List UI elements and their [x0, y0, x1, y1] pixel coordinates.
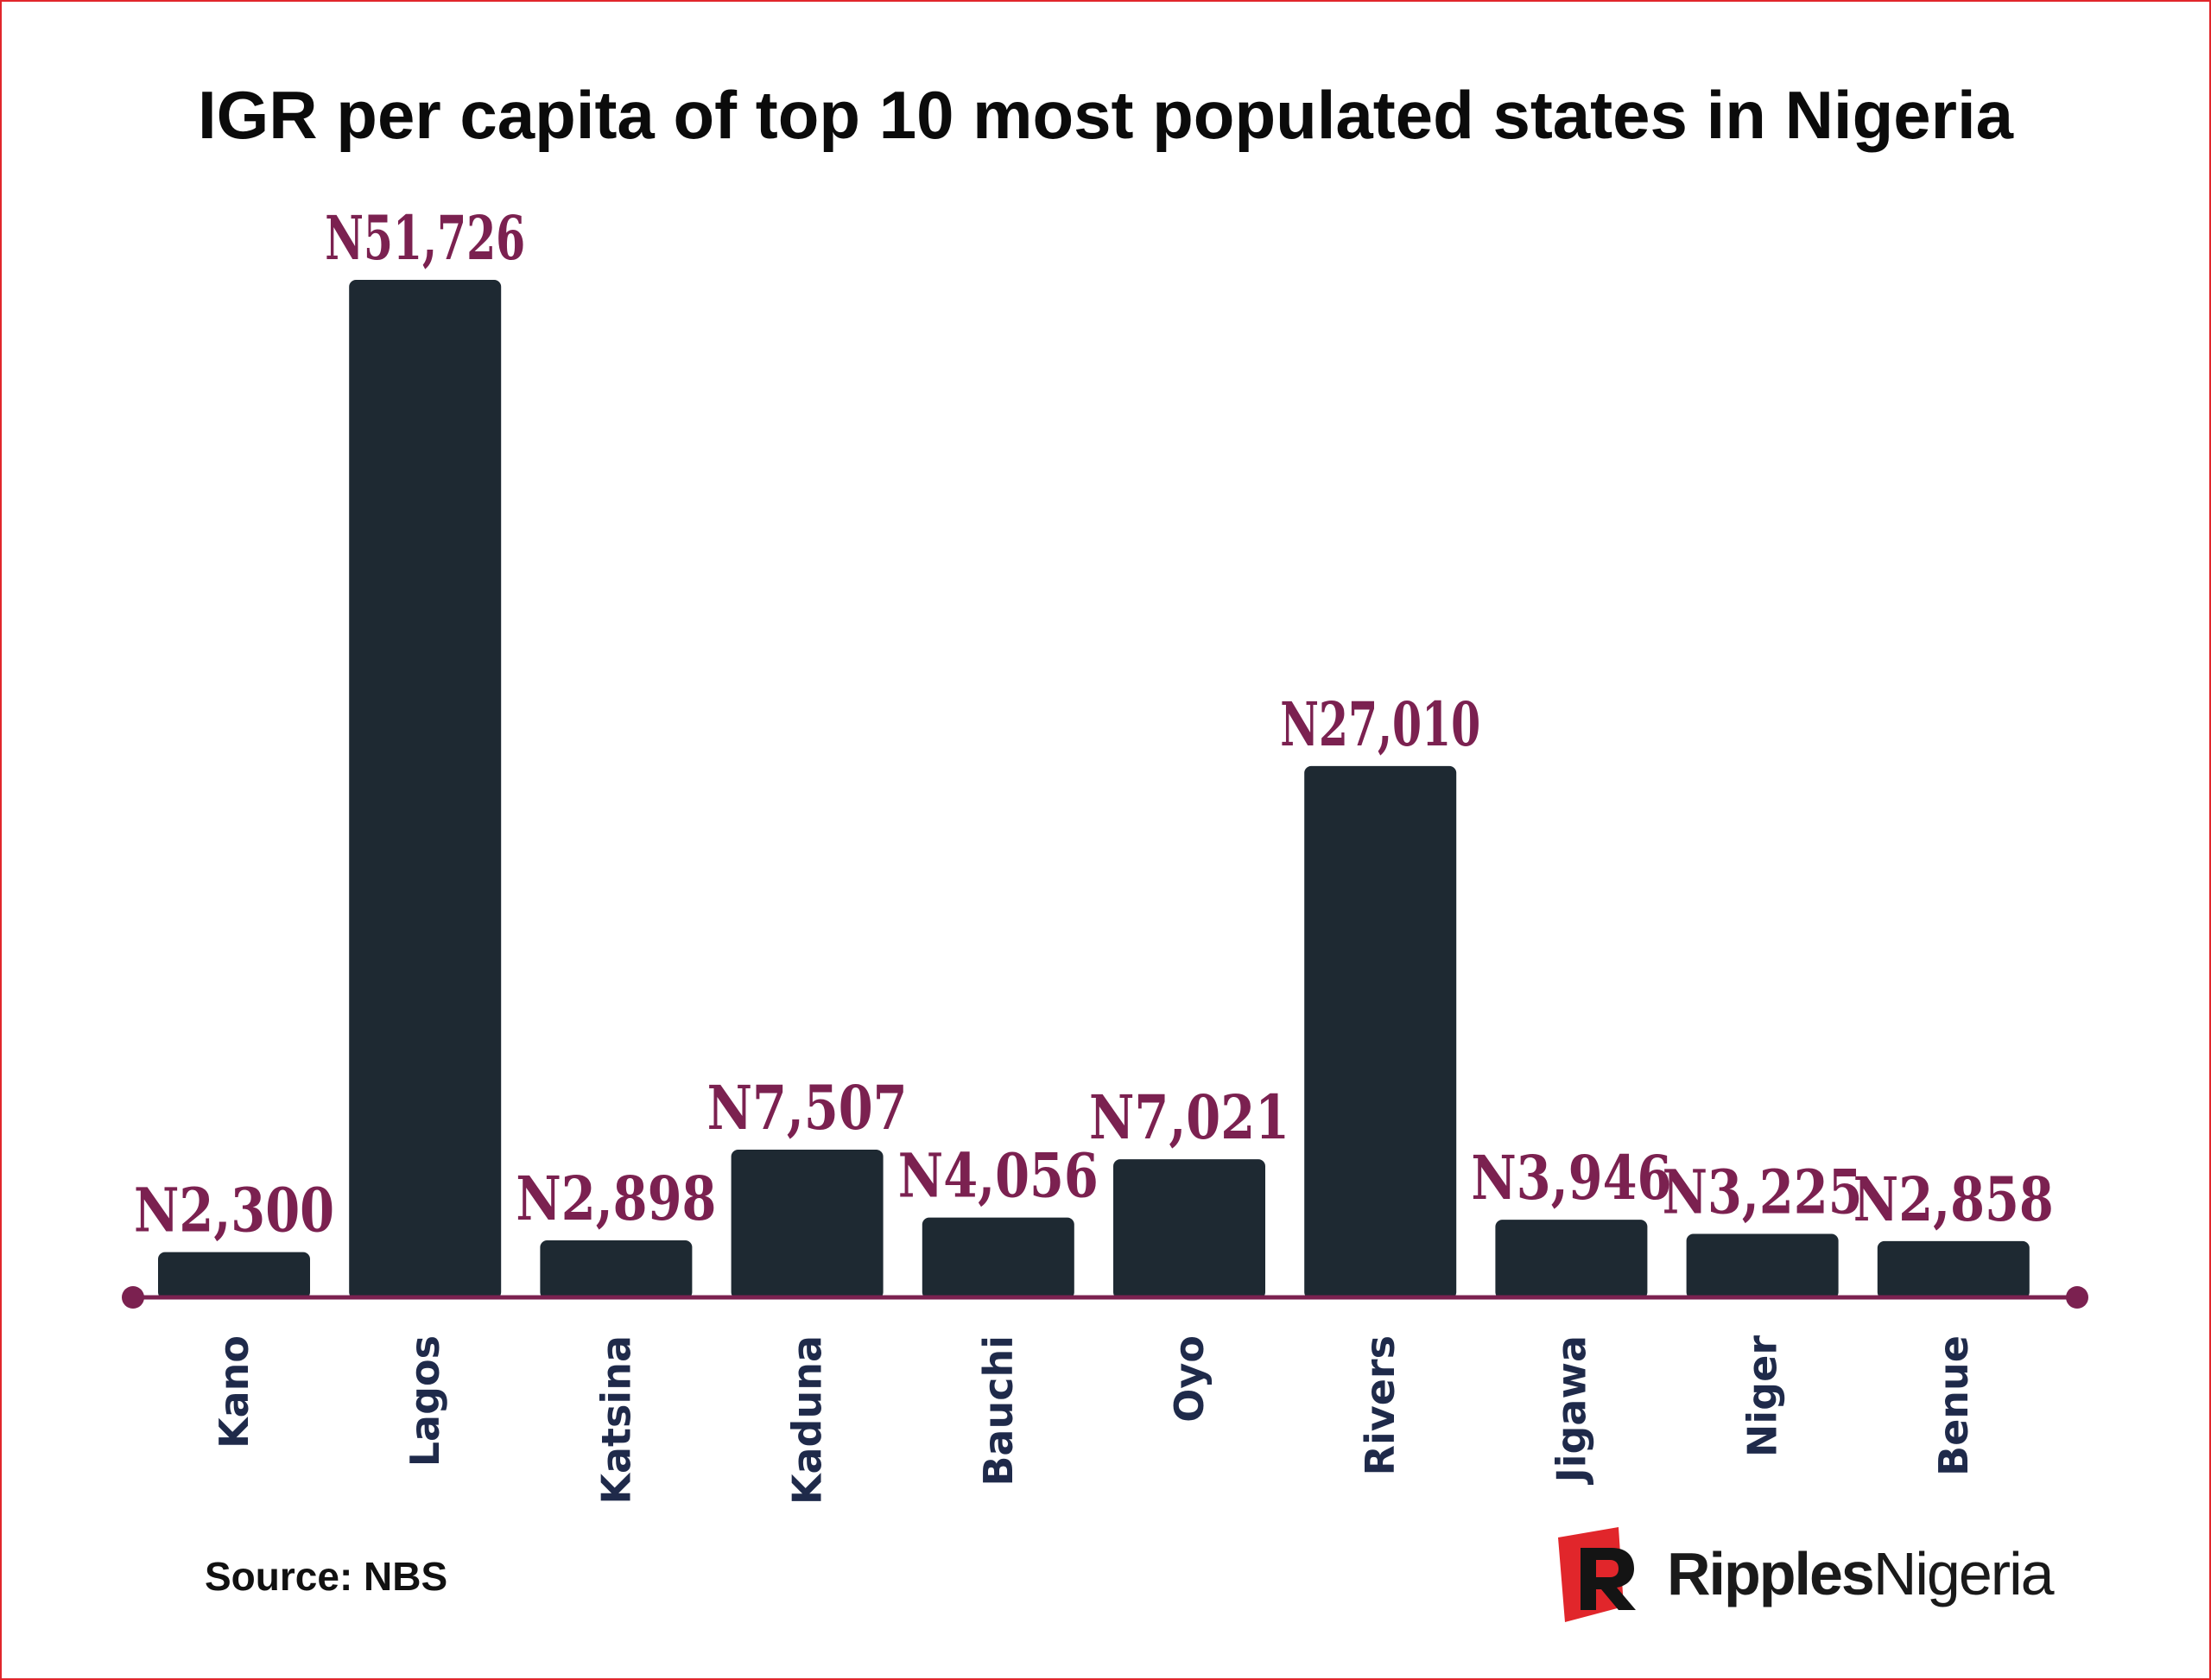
- category-label-benue: Benue: [1930, 1335, 1977, 1476]
- bar-rivers: [1304, 765, 1457, 1299]
- category-labels-layer: Kano Lagos Katsina Kaduna Bauchi Oyo Rivers Jig…: [211, 1335, 1977, 1505]
- source-note: Source: NBS: [205, 1554, 448, 1599]
- category-label-lagos: Lagos: [402, 1335, 448, 1467]
- value-label-niger: N3,225: [1663, 1157, 1863, 1228]
- axis-layer: [122, 1286, 2088, 1309]
- bar-oyo: [1113, 1159, 1265, 1299]
- category-label-kano: Kano: [211, 1335, 257, 1449]
- category-label-bauchi: Bauchi: [975, 1335, 1022, 1487]
- value-label-benue: N2,858: [1853, 1163, 2054, 1235]
- category-label-kaduna: Kaduna: [784, 1335, 831, 1505]
- category-label-katsina: Katsina: [592, 1335, 639, 1505]
- category-label-oyo: Oyo: [1166, 1335, 1213, 1423]
- bar-bauchi: [922, 1217, 1074, 1299]
- chart-title: IGR per capita of top 10 most populated …: [197, 77, 2014, 153]
- axis-right-end-dot: [2066, 1286, 2088, 1309]
- bar-lagos: [349, 280, 502, 1299]
- value-label-bauchi: N4,056: [898, 1140, 1099, 1212]
- value-label-lagos: N51,726: [325, 202, 525, 274]
- bar-jigawa: [1495, 1220, 1648, 1299]
- ripples-logo-mark-icon: [1558, 1527, 1636, 1622]
- value-label-katsina: N2,898: [516, 1163, 716, 1234]
- ripples-nigeria-logo: RipplesNigeria: [1555, 1527, 2107, 1622]
- value-label-jigawa: N3,946: [1471, 1142, 1671, 1214]
- category-label-jigawa: Jigawa: [1548, 1335, 1594, 1485]
- axis-left-end-dot: [122, 1286, 144, 1309]
- logo-word-nigeria: Nigeria: [1872, 1540, 2055, 1607]
- bar-niger: [1686, 1233, 1839, 1299]
- value-label-kaduna: N7,507: [707, 1072, 908, 1144]
- bar-kano: [158, 1252, 310, 1299]
- bars-layer: [158, 280, 2030, 1299]
- value-label-rivers: N27,010: [1280, 688, 1480, 760]
- bar-kaduna: [731, 1150, 884, 1299]
- value-label-oyo: N7,021: [1089, 1081, 1289, 1153]
- logo-wordmark: RipplesNigeria: [1667, 1539, 2055, 1608]
- bar-katsina: [540, 1240, 693, 1299]
- bar-benue: [1877, 1240, 2030, 1299]
- logo-word-ripples: Ripples: [1667, 1540, 1875, 1607]
- category-label-niger: Niger: [1739, 1335, 1786, 1457]
- category-label-rivers: Rivers: [1357, 1335, 1403, 1475]
- value-label-kano: N2,300: [134, 1175, 334, 1246]
